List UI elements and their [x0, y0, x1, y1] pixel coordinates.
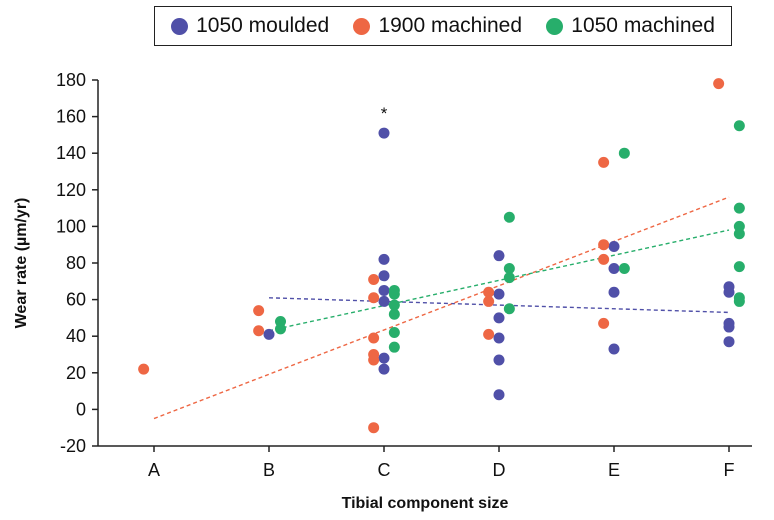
data-point — [608, 262, 620, 274]
labels: Tibial component size Wear rate (µm/yr) — [13, 198, 509, 512]
data-point — [378, 270, 390, 282]
trendline — [153, 196, 730, 420]
chart-legend: 1050 moulded 1900 machined 1050 machined — [154, 6, 732, 46]
data-point — [388, 341, 400, 353]
y-tick-label: 80 — [66, 253, 86, 273]
data-point — [483, 295, 495, 307]
x-tick-label: D — [493, 460, 506, 480]
data-point — [733, 120, 745, 132]
legend-marker-1050-machined — [546, 17, 564, 35]
y-tick-label: 0 — [76, 399, 86, 419]
data-point — [733, 295, 745, 307]
data-point — [483, 328, 495, 340]
data-point — [388, 288, 400, 300]
data-point — [388, 299, 400, 311]
y-tick-label: -20 — [60, 436, 86, 456]
data-point — [378, 284, 390, 296]
data-point — [598, 317, 610, 329]
data-point — [378, 253, 390, 265]
data-point — [608, 286, 620, 298]
annotation-asterisk: * — [381, 104, 388, 123]
trendlines — [153, 196, 730, 420]
y-tick-label: 40 — [66, 326, 86, 346]
data-point — [368, 354, 380, 366]
data-point — [608, 241, 620, 253]
x-tick-label: E — [608, 460, 620, 480]
x-tick-label: F — [724, 460, 735, 480]
axes: -20 0 20 40 60 80 100 120 140 160 180 A B C D E F * — [56, 70, 752, 480]
data-point — [493, 354, 505, 366]
data-point — [733, 202, 745, 214]
data-point — [713, 78, 725, 90]
data-point — [733, 261, 745, 273]
data-point — [388, 327, 400, 339]
data-point — [275, 323, 286, 335]
data-point — [493, 389, 505, 401]
data-point — [378, 127, 390, 139]
data-point — [723, 286, 735, 298]
legend-marker-1050-moulded — [171, 17, 189, 35]
data-point — [253, 325, 265, 337]
data-point — [138, 363, 150, 375]
data-point — [733, 228, 745, 240]
data-point — [253, 305, 265, 317]
trendline — [268, 229, 730, 332]
x-axis-title: Tibial component size — [342, 495, 509, 512]
data-point — [723, 336, 735, 348]
data-point — [598, 253, 610, 265]
x-tick-label: B — [263, 460, 275, 480]
legend-item-1900-machined: 1900 machined — [353, 14, 522, 38]
data-point — [503, 303, 515, 315]
y-tick-label: 140 — [56, 143, 86, 163]
y-tick-label: 180 — [56, 70, 86, 90]
data-points — [138, 78, 745, 434]
y-tick-label: 60 — [66, 290, 86, 310]
data-point — [378, 352, 390, 364]
data-point — [388, 308, 400, 320]
x-tick-label: A — [148, 460, 160, 480]
legend-item-1050-moulded: 1050 moulded — [171, 14, 329, 38]
y-tick-label: 160 — [56, 107, 86, 127]
data-point — [503, 272, 515, 284]
data-point — [378, 363, 390, 375]
legend-item-1050-machined: 1050 machined — [546, 14, 715, 38]
data-point — [378, 295, 390, 307]
legend-label-1050-machined: 1050 machined — [571, 14, 715, 37]
legend-marker-1900-machined — [353, 17, 371, 35]
data-point — [618, 262, 630, 274]
y-tick-label: 20 — [66, 363, 86, 383]
data-point — [598, 239, 610, 251]
data-point — [368, 332, 380, 344]
data-point — [503, 262, 515, 274]
data-point — [483, 286, 495, 298]
data-point — [503, 211, 515, 223]
data-point — [618, 147, 630, 159]
y-axis-title: Wear rate (µm/yr) — [13, 198, 30, 329]
y-tick-label: 100 — [56, 216, 86, 236]
x-tick-label: C — [378, 460, 391, 480]
legend-label-1050-moulded: 1050 moulded — [196, 14, 330, 37]
y-tick-label: 120 — [56, 180, 86, 200]
data-point — [723, 321, 735, 333]
data-point — [493, 332, 505, 344]
data-point — [493, 312, 505, 324]
data-point — [368, 422, 380, 434]
data-point — [598, 156, 610, 168]
data-point — [493, 288, 505, 300]
trendline — [268, 297, 730, 314]
data-point — [368, 292, 380, 304]
data-point — [493, 250, 505, 262]
legend-label-1900-machined: 1900 machined — [378, 14, 523, 37]
data-point — [368, 273, 380, 285]
data-point — [263, 328, 275, 340]
data-point — [608, 343, 620, 355]
